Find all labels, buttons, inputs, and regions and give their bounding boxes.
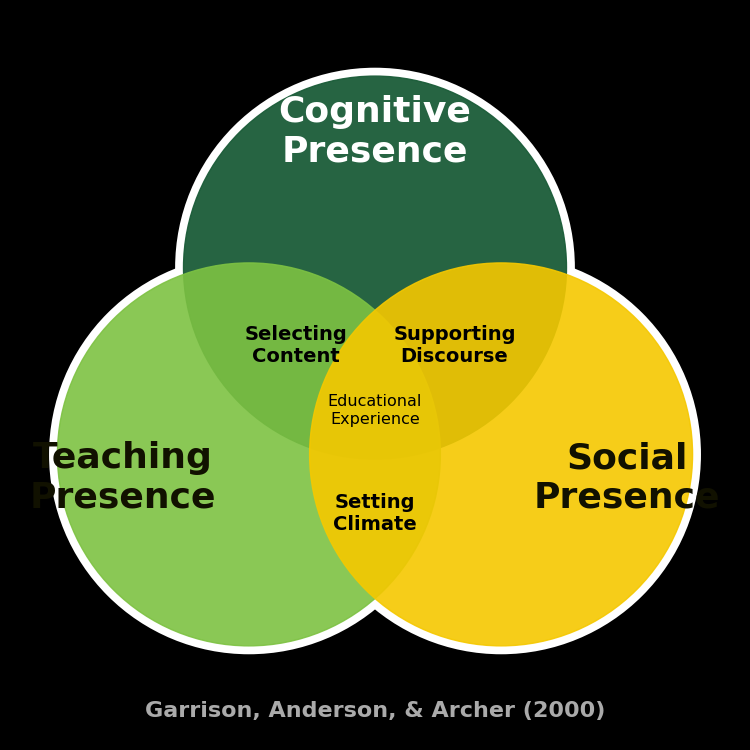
- Text: Cognitive
Presence: Cognitive Presence: [278, 95, 472, 169]
- Text: Setting
Climate: Setting Climate: [333, 493, 417, 534]
- Text: Supporting
Discourse: Supporting Discourse: [393, 325, 516, 365]
- Circle shape: [302, 254, 701, 654]
- Text: Educational
Experience: Educational Experience: [328, 394, 422, 427]
- Circle shape: [58, 263, 440, 646]
- Circle shape: [175, 68, 575, 467]
- Text: Social
Presence: Social Presence: [534, 441, 721, 515]
- Circle shape: [49, 254, 448, 654]
- Text: Teaching
Presence: Teaching Presence: [29, 441, 216, 515]
- Text: Selecting
Content: Selecting Content: [244, 325, 347, 365]
- Circle shape: [184, 76, 566, 459]
- Circle shape: [310, 263, 692, 646]
- Text: Garrison, Anderson, & Archer (2000): Garrison, Anderson, & Archer (2000): [145, 701, 605, 721]
